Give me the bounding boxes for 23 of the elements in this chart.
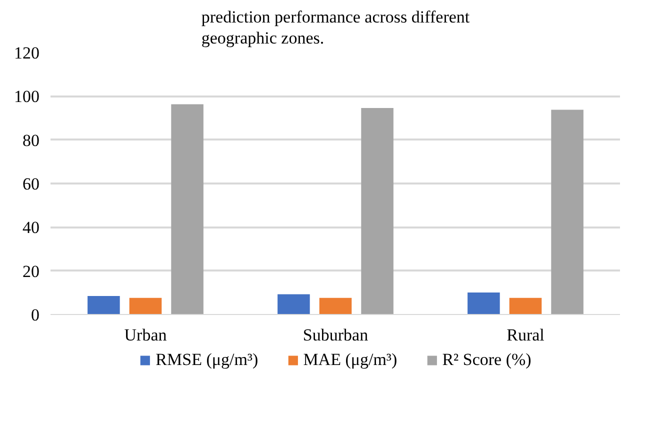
x-tick-label: Suburban [302,326,369,344]
y-tick-label: 100 [14,87,40,106]
y-tick-label: 80 [22,130,40,150]
legend-label: RMSE (μg/m³) [156,350,258,370]
y-tick-label: 120 [14,44,40,62]
bar [88,296,120,314]
legend-label: R² Score (%) [442,350,532,370]
legend-label: MAE (μg/m³) [303,350,398,370]
y-tick-label: 60 [22,174,40,194]
x-tick-label: Urban [124,326,168,344]
bar [509,298,542,314]
bar [278,294,310,314]
y-tick-label: 20 [22,262,40,281]
y-tick-label: 0 [31,306,40,324]
bar [129,298,162,314]
bar [171,104,204,314]
y-tick-label: 40 [22,218,40,238]
x-tick-label: Rural [506,326,545,344]
bar [319,298,352,314]
bar [551,110,584,314]
bar [468,292,500,314]
chart-title: prediction performance across different geographic zones. [201,8,470,48]
bar [361,108,394,314]
